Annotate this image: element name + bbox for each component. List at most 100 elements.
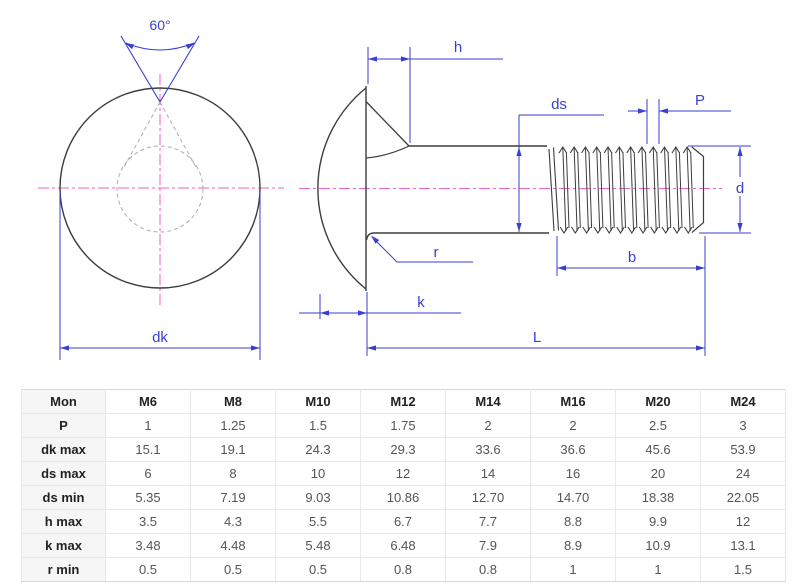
value-cell: 5.5 — [275, 509, 361, 534]
arrowhead — [516, 223, 522, 232]
spec-table: Mon M6 M8 M10 M12 M14 M16 M20 M24 P 1 1.25 1.5 1.75 2 2… — [21, 389, 786, 582]
row-label: dk max — [21, 437, 106, 462]
pitch-dimension-lines — [628, 99, 731, 144]
value-cell: 12 — [360, 461, 446, 486]
angle-arc — [125, 42, 195, 51]
row-label: r min — [21, 557, 106, 582]
L-label: L — [533, 329, 541, 346]
column-header: M20 — [615, 389, 701, 414]
h-label: h — [454, 39, 462, 56]
value-cell: 10.86 — [360, 485, 446, 510]
value-cell: 3 — [700, 413, 786, 438]
arrowhead — [737, 147, 743, 156]
value-cell: 2 — [445, 413, 531, 438]
value-cell: 13.1 — [700, 533, 786, 558]
dk-extension-lines — [59, 192, 261, 360]
value-cell: 14.70 — [530, 485, 616, 510]
value-cell: 3.5 — [105, 509, 191, 534]
h-extension-lines — [367, 47, 411, 143]
head-dome-arc — [317, 87, 367, 290]
arrowhead — [737, 223, 743, 232]
column-header: M16 — [530, 389, 616, 414]
pitch-label: P — [695, 92, 705, 109]
k-label: k — [417, 294, 425, 311]
arrowhead — [358, 310, 367, 316]
value-cell: 8 — [190, 461, 276, 486]
arrowhead — [185, 40, 197, 50]
d-label: d — [736, 180, 744, 197]
thread-flanks — [562, 146, 694, 232]
value-cell: 6 — [105, 461, 191, 486]
column-header: M6 — [105, 389, 191, 414]
header-row: Mon M6 M8 M10 M12 M14 M16 M20 M24 — [21, 389, 786, 414]
value-cell: 1.25 — [190, 413, 276, 438]
value-cell: 20 — [615, 461, 701, 486]
value-cell: 6.7 — [360, 509, 446, 534]
value-cell: 8.8 — [530, 509, 616, 534]
arrowhead — [638, 108, 647, 114]
value-cell: 24 — [700, 461, 786, 486]
arrowhead — [60, 345, 69, 351]
shank-bottom-line — [365, 232, 549, 241]
table-row: ds max 6 8 10 12 14 16 20 24 — [21, 461, 786, 486]
value-cell: 3.48 — [105, 533, 191, 558]
thread-runout — [548, 147, 560, 232]
arrowhead — [251, 345, 260, 351]
value-cell: 10 — [275, 461, 361, 486]
value-cell: 29.3 — [360, 437, 446, 462]
table-row: r min 0.5 0.5 0.5 0.8 0.8 1 1 1.5 — [21, 557, 786, 582]
side-view: h ds P d r k — [299, 39, 751, 356]
value-cell: 14 — [445, 461, 531, 486]
value-cell: 33.6 — [445, 437, 531, 462]
thread-roots — [559, 226, 693, 235]
value-cell: 0.8 — [445, 557, 531, 582]
column-header: M10 — [275, 389, 361, 414]
value-cell: 2.5 — [615, 413, 701, 438]
value-cell: 22.05 — [700, 485, 786, 510]
ds-label: ds — [551, 96, 567, 113]
value-cell: 0.5 — [275, 557, 361, 582]
arrowhead — [368, 56, 377, 62]
value-cell: 1 — [530, 557, 616, 582]
neck-fillet-curve — [366, 145, 410, 159]
value-cell: 0.5 — [190, 557, 276, 582]
value-cell: 1 — [105, 413, 191, 438]
k-extension-lines — [319, 292, 368, 356]
ds-dimension-lines — [518, 114, 604, 232]
b-label: b — [628, 249, 636, 266]
table-row: P 1 1.25 1.5 1.75 2 2 2.5 3 — [21, 413, 786, 438]
row-label: ds min — [21, 485, 106, 510]
value-cell: 36.6 — [530, 437, 616, 462]
r-leader-line — [371, 236, 473, 263]
bolt-technical-drawing: 60° dk — [38, 17, 751, 360]
value-cell: 4.48 — [190, 533, 276, 558]
arrowhead — [367, 345, 376, 351]
neck-edge-top — [366, 101, 410, 147]
value-cell: 9.9 — [615, 509, 701, 534]
table-row: ds min 5.35 7.19 9.03 10.86 12.70 14.70 18.38 22… — [21, 485, 786, 510]
head-outline-circle — [59, 87, 261, 289]
value-cell: 0.8 — [360, 557, 446, 582]
arrowhead — [401, 56, 410, 62]
value-cell: 1 — [615, 557, 701, 582]
value-cell: 12.70 — [445, 485, 531, 510]
arrowhead — [696, 265, 705, 271]
value-cell: 2 — [530, 413, 616, 438]
value-cell: 7.9 — [445, 533, 531, 558]
thread-crests — [558, 145, 692, 154]
value-cell: 18.38 — [615, 485, 701, 510]
value-cell: 0.5 — [105, 557, 191, 582]
arrowhead — [557, 265, 566, 271]
hidden-neck-edges — [122, 101, 198, 170]
column-header: M24 — [700, 389, 786, 414]
row-label: ds max — [21, 461, 106, 486]
value-cell: 4.3 — [190, 509, 276, 534]
angle-legs — [120, 35, 200, 103]
arrowhead — [696, 345, 705, 351]
value-cell: 24.3 — [275, 437, 361, 462]
value-cell: 7.7 — [445, 509, 531, 534]
corner-header: Mon — [21, 389, 106, 414]
value-cell: 1.5 — [700, 557, 786, 582]
arrowhead — [516, 147, 522, 156]
